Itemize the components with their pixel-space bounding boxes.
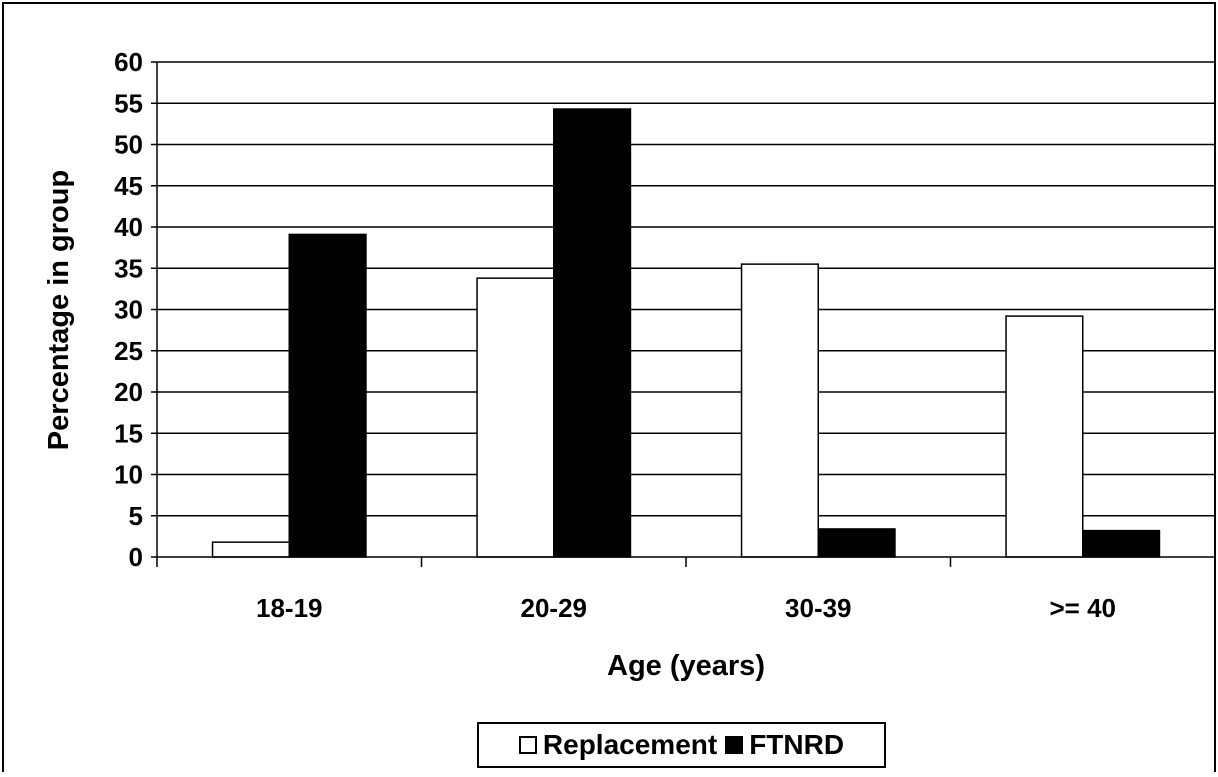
legend: Replacement FTNRD xyxy=(477,722,886,768)
x-tick-label: 20-29 xyxy=(521,593,588,623)
y-tick-label: 20 xyxy=(114,377,143,407)
legend-item-replacement: Replacement xyxy=(518,729,718,761)
x-tick-label: >= 40 xyxy=(1049,593,1116,623)
y-tick-label: 45 xyxy=(114,171,143,201)
axes xyxy=(151,61,1215,567)
bar-replacement-3039 xyxy=(740,263,819,558)
y-tick-label: 15 xyxy=(114,418,143,448)
bar-replacement-1819 xyxy=(211,541,290,558)
bar-replacement-40 xyxy=(1005,315,1084,558)
y-tick-labels: 0 5 10 15 20 25 30 35 40 45 50 55 60 xyxy=(114,47,143,572)
x-tick-label: 18-19 xyxy=(256,593,323,623)
bars xyxy=(211,108,1161,558)
y-tick-label: 25 xyxy=(114,336,143,366)
y-axis-label: Percentage in group xyxy=(43,170,75,450)
legend-item-ftnrd: FTNRD xyxy=(725,729,844,761)
x-tick-labels: 18-19 20-29 30-39 >= 40 xyxy=(256,593,1116,623)
y-tick-label: 0 xyxy=(129,542,143,572)
x-tick-label: 30-39 xyxy=(785,593,852,623)
legend-swatch-ftnrd xyxy=(725,736,744,754)
x-axis-label: Age (years) xyxy=(607,650,765,682)
bar-ftnrd-2029 xyxy=(553,108,632,558)
y-tick-label: 5 xyxy=(129,501,143,531)
y-tick-label: 60 xyxy=(114,47,143,77)
bar-ftnrd-1819 xyxy=(288,233,367,558)
legend-swatch-replacement xyxy=(518,736,537,754)
bar-replacement-2029 xyxy=(476,277,555,558)
bar-ftnrd-40 xyxy=(1082,529,1161,558)
y-tick-label: 35 xyxy=(114,253,143,283)
y-tick-label: 30 xyxy=(114,295,143,325)
legend-label-ftnrd: FTNRD xyxy=(749,729,845,760)
y-tick-label: 55 xyxy=(114,88,143,118)
bar-ftnrd-3039 xyxy=(817,528,896,558)
y-tick-label: 10 xyxy=(114,460,143,490)
y-tick-label: 40 xyxy=(114,212,143,242)
legend-label-replacement: Replacement xyxy=(542,729,718,760)
y-tick-label: 50 xyxy=(114,130,143,160)
